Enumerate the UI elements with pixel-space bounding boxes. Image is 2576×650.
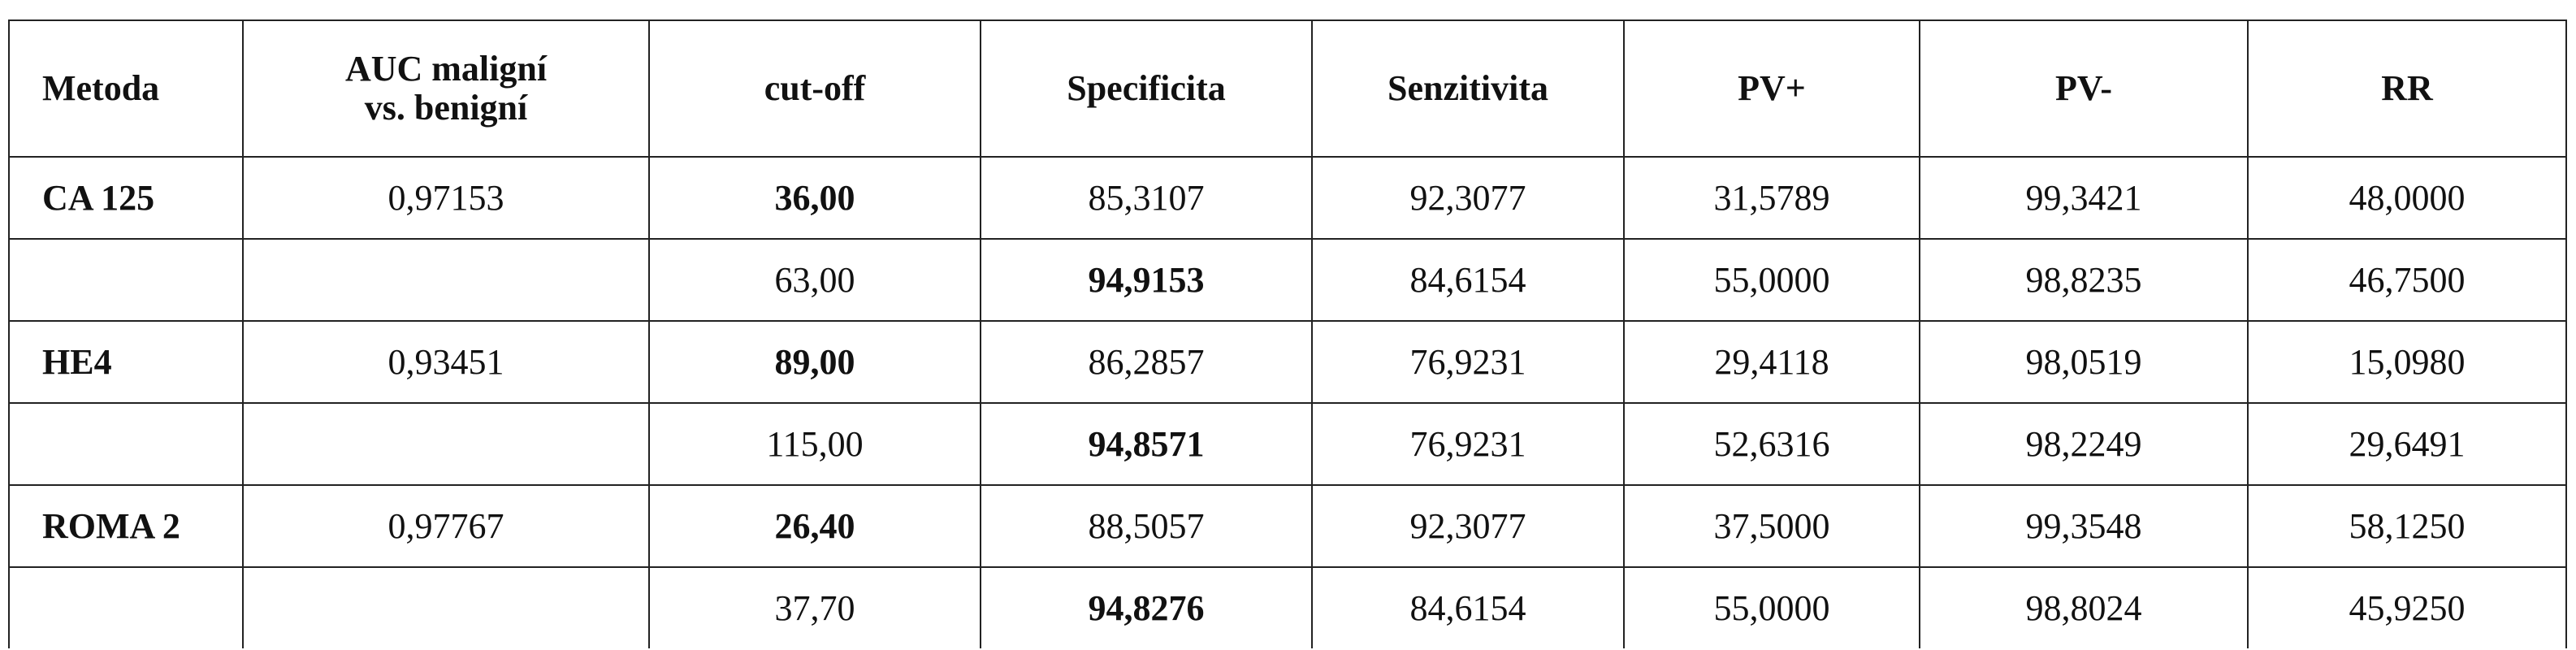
results-table: Metoda AUC maligní vs. benigní cut-off Spec… bbox=[8, 20, 2567, 648]
header-row: Metoda AUC maligní vs. benigní cut-off Spec… bbox=[8, 20, 2567, 158]
table-cell: 98,8024 bbox=[1919, 566, 2249, 648]
header-cell: RR bbox=[2247, 20, 2567, 158]
table-cell: 55,0000 bbox=[1623, 238, 1920, 322]
table-cell: 98,2249 bbox=[1919, 402, 2249, 486]
table-cell: 98,0519 bbox=[1919, 320, 2249, 404]
table-cell: 29,4118 bbox=[1623, 320, 1920, 404]
header-cell: Specificita bbox=[980, 20, 1313, 158]
table-row: CA 125 0,97153 36,00 85,3107 92,3077 31,5789 9… bbox=[8, 156, 2567, 240]
table-cell: 0,97153 bbox=[242, 156, 650, 240]
table-cell: 84,6154 bbox=[1311, 238, 1625, 322]
table-cell: 63,00 bbox=[648, 238, 981, 322]
table-cell: 46,7500 bbox=[2247, 238, 2567, 322]
table-cell: 94,8571 bbox=[980, 402, 1313, 486]
table-cell bbox=[8, 402, 244, 486]
table-cell: 36,00 bbox=[648, 156, 981, 240]
table-cell: 52,6316 bbox=[1623, 402, 1920, 486]
header-cell: cut-off bbox=[648, 20, 981, 158]
table-cell: CA 125 bbox=[8, 156, 244, 240]
table-cell: HE4 bbox=[8, 320, 244, 404]
table-cell bbox=[8, 566, 244, 648]
table-cell: 99,3421 bbox=[1919, 156, 2249, 240]
table-row: HE4 0,93451 89,00 86,2857 76,9231 29,4118 98,0… bbox=[8, 320, 2567, 404]
table-cell bbox=[242, 238, 650, 322]
table-cell: 86,2857 bbox=[980, 320, 1313, 404]
table-cell: 37,5000 bbox=[1623, 484, 1920, 568]
header-cell: PV- bbox=[1919, 20, 2249, 158]
table-cell bbox=[242, 566, 650, 648]
table-cell: 94,9153 bbox=[980, 238, 1313, 322]
table-cell: 94,8276 bbox=[980, 566, 1313, 648]
table-cell: 85,3107 bbox=[980, 156, 1313, 240]
table-cell: 0,93451 bbox=[242, 320, 650, 404]
table-row: 115,00 94,8571 76,9231 52,6316 98,2249 29,649… bbox=[8, 402, 2567, 486]
table-cell: 58,1250 bbox=[2247, 484, 2567, 568]
header-cell: PV+ bbox=[1623, 20, 1920, 158]
table-cell: 26,40 bbox=[648, 484, 981, 568]
table-row: 37,70 94,8276 84,6154 55,0000 98,8024 45,9250 bbox=[8, 566, 2567, 648]
header-cell: Senzitivita bbox=[1311, 20, 1625, 158]
table-cell: 89,00 bbox=[648, 320, 981, 404]
table-cell: 0,97767 bbox=[242, 484, 650, 568]
table-cell: 115,00 bbox=[648, 402, 981, 486]
header-cell: AUC maligní vs. benigní bbox=[242, 20, 650, 158]
table-cell: ROMA 2 bbox=[8, 484, 244, 568]
table-cell bbox=[8, 238, 244, 322]
table-cell: 15,0980 bbox=[2247, 320, 2567, 404]
table-cell bbox=[242, 402, 650, 486]
table-cell: 84,6154 bbox=[1311, 566, 1625, 648]
table-cell: 88,5057 bbox=[980, 484, 1313, 568]
table-cell: 31,5789 bbox=[1623, 156, 1920, 240]
header-cell: Metoda bbox=[8, 20, 244, 158]
table-cell: 98,8235 bbox=[1919, 238, 2249, 322]
table-cell: 92,3077 bbox=[1311, 484, 1625, 568]
table-cell: 48,0000 bbox=[2247, 156, 2567, 240]
table-body: CA 125 0,97153 36,00 85,3107 92,3077 31,5789 9… bbox=[8, 156, 2567, 648]
table-cell: 55,0000 bbox=[1623, 566, 1920, 648]
table-cell: 99,3548 bbox=[1919, 484, 2249, 568]
table-cell: 37,70 bbox=[648, 566, 981, 648]
table-cell: 92,3077 bbox=[1311, 156, 1625, 240]
table-cell: 76,9231 bbox=[1311, 320, 1625, 404]
table-cell: 45,9250 bbox=[2247, 566, 2567, 648]
table-row: 63,00 94,9153 84,6154 55,0000 98,8235 46,7500 bbox=[8, 238, 2567, 322]
table-cell: 29,6491 bbox=[2247, 402, 2567, 486]
table-row: ROMA 2 0,97767 26,40 88,5057 92,3077 37,5000 9… bbox=[8, 484, 2567, 568]
table-cell: 76,9231 bbox=[1311, 402, 1625, 486]
